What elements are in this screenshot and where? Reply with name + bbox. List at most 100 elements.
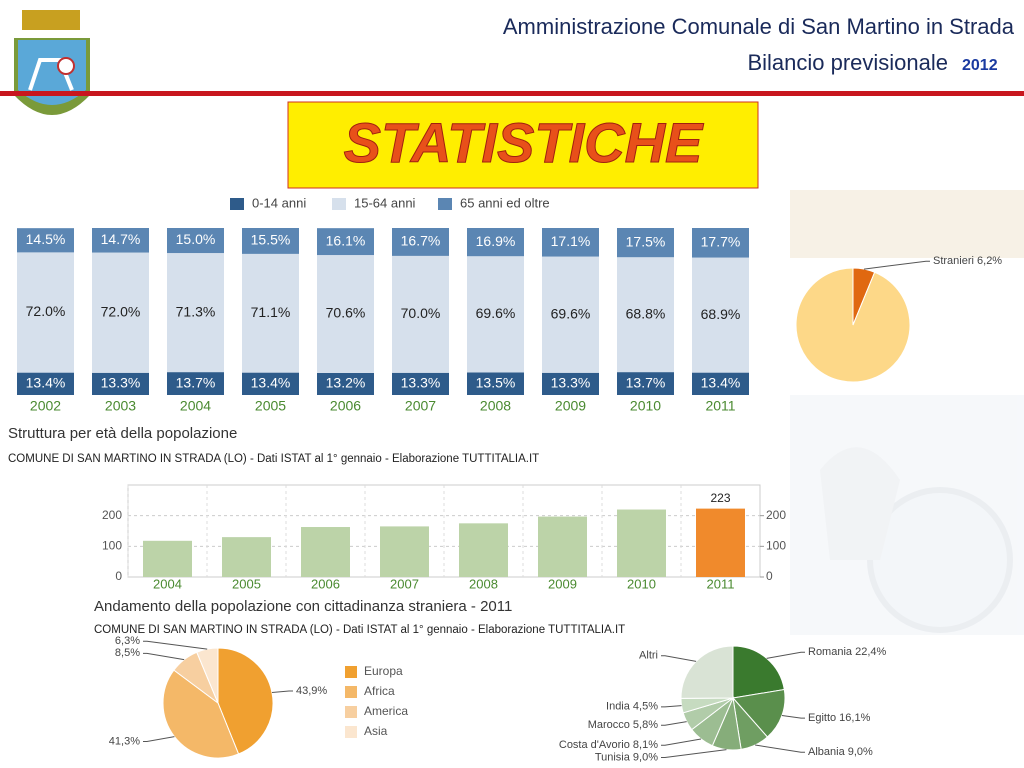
leader-line (755, 744, 805, 753)
x-tick-label: 2005 (232, 576, 261, 591)
banner-box (287, 101, 759, 189)
bar (222, 537, 271, 577)
bar (301, 527, 350, 577)
header-year: 2012 (962, 57, 998, 74)
x-tick-label: 2009 (548, 576, 577, 591)
x-tick-label: 2004 (180, 398, 211, 414)
bar-segment (692, 257, 749, 373)
header-title: Amministrazione Comunale di San Martino … (503, 14, 1015, 39)
bar-segment (17, 228, 74, 253)
x-tick-label: 2002 (30, 398, 61, 414)
crest (14, 10, 90, 115)
legend-label: America (364, 704, 408, 718)
x-tick-label: 2009 (555, 398, 586, 414)
x-tick-label: 2004 (153, 576, 182, 591)
data-label: 14.7% (101, 231, 141, 247)
header-rule (0, 91, 1024, 96)
data-label: 13.4% (701, 375, 741, 391)
bar-segment (542, 256, 599, 373)
bar-segment (92, 372, 149, 395)
bar-segment (392, 372, 449, 395)
bar-segment (542, 228, 599, 257)
data-label: 15.0% (176, 231, 216, 247)
leader-line (781, 714, 805, 719)
data-label: 6,3% (115, 635, 140, 647)
data-label: 43,9% (296, 685, 327, 697)
leader-line (661, 721, 687, 726)
data-label: Egitto 16,1% (808, 712, 871, 724)
bar-segment (167, 372, 224, 395)
data-label: 71.1% (251, 304, 291, 320)
bar-segment (242, 228, 299, 254)
x-tick-label: 2011 (707, 576, 735, 591)
data-label: India 4,5% (606, 701, 658, 713)
data-label: 17.5% (626, 233, 666, 249)
data-label: Marocco 5,8% (588, 719, 659, 731)
x-tick-label: 2008 (469, 576, 498, 591)
data-label: 13.5% (476, 374, 516, 390)
data-label: Albania 9,0% (808, 746, 873, 758)
data-label: 71.3% (176, 303, 216, 319)
data-label: 69.6% (551, 305, 591, 321)
leader-line (766, 651, 805, 659)
bar-segment (467, 228, 524, 257)
x-tick-label: 2003 (105, 398, 136, 414)
chart-subtitle: COMUNE DI SAN MARTINO IN STRADA (LO) - D… (8, 453, 539, 465)
legend-swatch (332, 198, 346, 210)
y2-tick-label: 100 (766, 539, 786, 553)
legend-swatch (345, 666, 357, 678)
leader-line (661, 705, 682, 708)
bar-segment (692, 228, 749, 258)
bar-segment (242, 253, 299, 373)
data-label: 13.3% (401, 375, 441, 391)
legend-swatch (345, 686, 357, 698)
data-label: 14.5% (26, 231, 66, 247)
bar (696, 508, 745, 577)
leader-line (661, 738, 702, 746)
data-label: 17.7% (701, 233, 741, 249)
x-tick-label: 2006 (330, 398, 361, 414)
bar-segment (167, 253, 224, 373)
legend-swatch (438, 198, 452, 210)
data-label: 13.2% (326, 375, 366, 391)
data-label: 13.7% (626, 374, 666, 390)
legend-label: 0-14 anni (252, 195, 306, 210)
chart-panel (90, 478, 788, 640)
y2-tick-label: 200 (766, 508, 786, 522)
data-label: Romania 22,4% (808, 646, 886, 658)
legend-label: 15-64 anni (354, 195, 416, 210)
pie-slice (732, 645, 785, 699)
pie-slice (162, 669, 240, 759)
data-label: 70.0% (401, 305, 441, 321)
leader-line (143, 652, 185, 661)
x-tick-label: 2007 (390, 576, 419, 591)
bar-segment (92, 252, 149, 373)
data-label: Tunisia 9,0% (595, 751, 658, 763)
bar-segment (317, 228, 374, 256)
bar-segment (617, 372, 674, 395)
leader-line (143, 640, 208, 650)
data-label: 72.0% (26, 303, 66, 319)
bar (380, 526, 429, 577)
bar (538, 516, 587, 577)
data-label: 13.3% (551, 375, 591, 391)
x-tick-label: 2005 (255, 398, 286, 414)
legend-swatch (345, 726, 357, 738)
data-label: 16.9% (476, 233, 516, 249)
pie-slice (196, 647, 219, 704)
leader-line (661, 749, 727, 759)
y2-tick-label: 0 (766, 569, 773, 583)
data-label: 70.6% (326, 305, 366, 321)
bar-segment (617, 257, 674, 373)
pie-slice (732, 688, 786, 738)
data-label: 13.3% (101, 375, 141, 391)
bar-segment (392, 228, 449, 256)
legend-label: 65 anni ed oltre (460, 195, 550, 210)
data-label: 72.0% (101, 303, 141, 319)
chart-title: Andamento della popolazione con cittadin… (94, 598, 512, 615)
x-tick-label: 2011 (705, 398, 735, 414)
bar-segment (92, 228, 149, 253)
data-label: 41,3% (109, 735, 140, 747)
chart-subtitle: COMUNE DI SAN MARTINO IN STRADA (LO) - D… (94, 624, 625, 636)
